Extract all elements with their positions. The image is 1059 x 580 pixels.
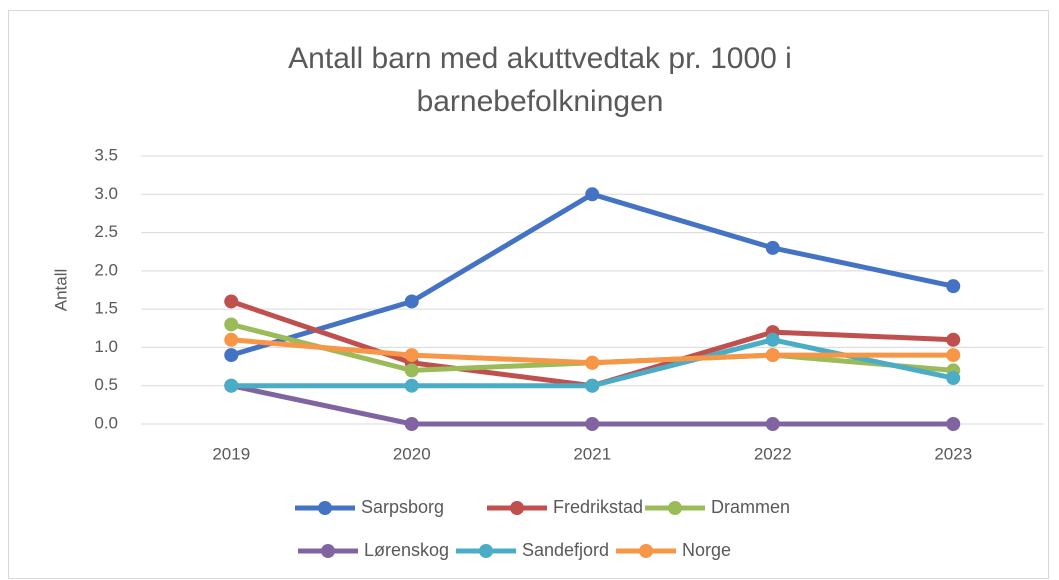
x-tick-label: 2020: [393, 444, 431, 463]
series-marker: [946, 332, 961, 347]
series-marker: [585, 187, 600, 202]
legend-marker: [318, 501, 332, 515]
series-marker: [946, 417, 961, 431]
legend-marker: [321, 544, 335, 558]
series-marker: [404, 378, 419, 393]
chart-title: Antall barn med akuttvedtak pr. 1000 i: [288, 42, 792, 75]
y-tick-label: 2.0: [94, 260, 118, 279]
series-marker: [585, 378, 600, 393]
legend-label: Drammen: [711, 497, 790, 517]
y-tick-label: 0.0: [94, 413, 118, 432]
y-tick-label: 3.5: [94, 145, 118, 164]
legend-marker: [479, 544, 493, 558]
legend-label: Fredrikstad: [553, 497, 643, 517]
series-marker: [765, 348, 780, 363]
legend-label: Norge: [682, 540, 731, 560]
y-tick-label: 1.0: [94, 337, 118, 356]
x-tick-label: 2021: [573, 444, 611, 463]
y-tick-label: 3.0: [94, 184, 118, 203]
x-tick-label: 2019: [212, 444, 250, 463]
series-marker: [765, 240, 780, 255]
series-marker: [765, 417, 780, 431]
chart-title: barnebefolkningen: [417, 85, 664, 118]
series-marker: [765, 332, 780, 347]
series-marker: [224, 348, 239, 363]
legend-marker: [639, 544, 653, 558]
y-tick-label: 1.5: [94, 299, 118, 318]
series-marker: [404, 363, 419, 378]
series-marker: [946, 279, 961, 294]
legend-label: Sarpsborg: [361, 497, 444, 517]
legend-label: Sandefjord: [522, 540, 609, 560]
series-marker: [404, 348, 419, 363]
series-marker: [946, 348, 961, 363]
series-marker: [404, 294, 419, 309]
x-tick-label: 2023: [934, 444, 972, 463]
series-marker: [224, 332, 239, 347]
series-marker: [585, 355, 600, 370]
legend-label: Lørenskog: [364, 540, 449, 560]
x-tick-label: 2022: [754, 444, 792, 463]
y-tick-label: 2.5: [94, 222, 118, 241]
series-marker: [946, 371, 961, 386]
series-marker: [224, 378, 239, 393]
y-axis-label: Antall: [51, 269, 70, 312]
series-marker: [224, 294, 239, 309]
legend-marker: [668, 501, 682, 515]
chart-border: [8, 10, 1049, 579]
series-marker: [404, 417, 419, 431]
series-marker: [224, 317, 239, 332]
y-tick-label: 0.5: [94, 375, 118, 394]
series-marker: [585, 417, 600, 431]
legend-marker: [510, 501, 524, 515]
